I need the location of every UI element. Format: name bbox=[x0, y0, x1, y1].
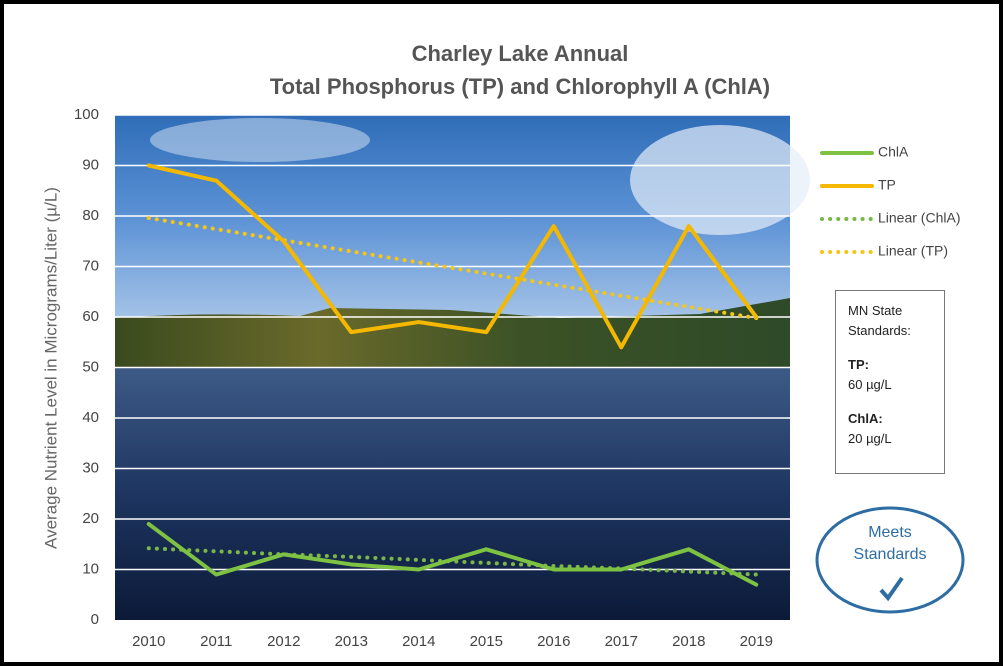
y-tick-label: 40 bbox=[82, 409, 99, 426]
x-tick-label: 2013 bbox=[335, 633, 368, 650]
standard-label: ChlA: bbox=[848, 409, 932, 429]
y-tick-label: 70 bbox=[82, 257, 99, 274]
standard-label: TP: bbox=[848, 355, 932, 375]
standards-box: MN State Standards: TP: 60 µg/L ChlA: 20… bbox=[835, 290, 945, 474]
x-tick-label: 2016 bbox=[537, 633, 570, 650]
x-tick-label: 2018 bbox=[672, 633, 705, 650]
standard-text: 60 µg/L bbox=[848, 375, 932, 395]
y-tick-label: 30 bbox=[82, 459, 99, 476]
x-tick-label: 2015 bbox=[470, 633, 503, 650]
x-tick-label: 2012 bbox=[267, 633, 300, 650]
standard-text: 20 µg/L bbox=[848, 429, 932, 449]
legend-label: ChlA bbox=[878, 144, 909, 160]
legend-label: Linear (TP) bbox=[878, 243, 948, 259]
x-tick-label: 2011 bbox=[200, 633, 232, 650]
y-tick-label: 10 bbox=[82, 560, 99, 577]
y-tick-label: 0 bbox=[91, 611, 99, 628]
page: Charley Lake Annual Total Phosphorus (TP… bbox=[0, 0, 1003, 666]
y-tick-label: 20 bbox=[82, 510, 99, 527]
y-tick-label: 80 bbox=[82, 207, 99, 224]
y-axis-label: Average Nutrient Level in Micrograms/Lit… bbox=[41, 187, 60, 549]
standards-heading: MN State Standards: bbox=[848, 301, 932, 341]
x-tick-label: 2010 bbox=[132, 633, 165, 650]
legend-label: Linear (ChlA) bbox=[878, 210, 960, 226]
x-tick-label: 2019 bbox=[740, 633, 773, 650]
x-tick-label: 2014 bbox=[402, 633, 435, 650]
y-tick-label: 90 bbox=[82, 156, 99, 173]
y-tick-label: 50 bbox=[82, 358, 99, 375]
legend-label: TP bbox=[878, 177, 896, 193]
chart-title: Charley Lake Annual bbox=[412, 41, 629, 66]
y-tick-label: 100 bbox=[74, 106, 99, 123]
chart-subtitle: Total Phosphorus (TP) and Chlorophyll A … bbox=[270, 74, 770, 99]
y-tick-label: 60 bbox=[82, 308, 99, 325]
x-tick-label: 2017 bbox=[605, 633, 638, 650]
